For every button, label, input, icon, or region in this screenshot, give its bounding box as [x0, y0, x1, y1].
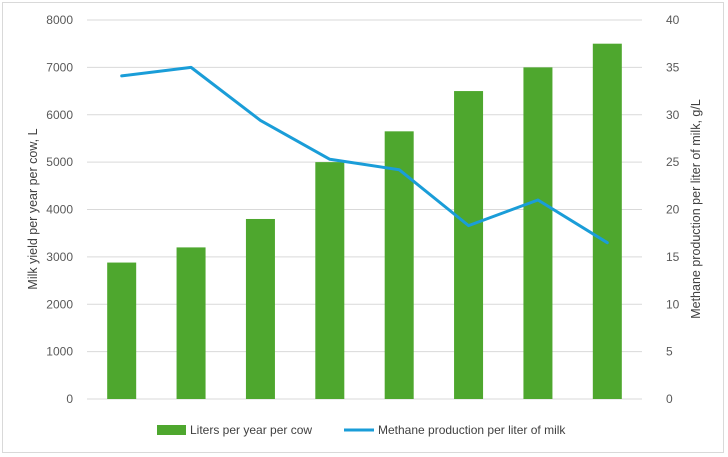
bar-series-milk-yield: [107, 43, 622, 400]
right-tick-label: 20: [666, 203, 680, 217]
left-tick-label: 2000: [46, 297, 73, 311]
right-tick-label: 40: [666, 13, 680, 27]
right-tick-label: 35: [666, 60, 680, 74]
right-tick-label: 0: [666, 392, 673, 406]
left-tick-label: 6000: [46, 108, 73, 122]
left-tick-label: 5000: [46, 155, 73, 169]
methane-line: [120, 65, 609, 245]
bar: [454, 91, 484, 399]
left-tick-label: 4000: [46, 203, 73, 217]
right-tick-label: 25: [666, 155, 680, 169]
right-tick-label: 15: [666, 250, 680, 264]
right-tick-label: 30: [666, 108, 680, 122]
legend-bar-swatch: [157, 425, 186, 435]
left-tick-label: 0: [66, 392, 73, 406]
line-series-methane: [120, 65, 609, 245]
left-tick-label: 7000: [46, 60, 73, 74]
bar: [176, 247, 206, 399]
left-tick-label: 3000: [46, 250, 73, 264]
bar: [107, 262, 137, 399]
gridlines: [87, 19, 642, 400]
left-tick-label: 1000: [46, 345, 73, 359]
left-tick-label: 8000: [46, 13, 73, 27]
bar: [245, 218, 275, 399]
right-axis-ticks: 0 5 10 15 20 25 30 35 40: [666, 13, 680, 406]
legend-line-label: Methane production per liter of milk: [378, 423, 566, 437]
left-axis-title: Milk yield per year per cow, L: [26, 128, 40, 289]
left-axis-ticks: 0 1000 2000 3000 4000 5000 6000 7000 8000: [46, 13, 73, 406]
legend-bar-label: Liters per year per cow: [190, 423, 312, 437]
right-tick-label: 5: [666, 345, 673, 359]
legend: Liters per year per cow Methane producti…: [157, 423, 566, 437]
bar: [523, 67, 553, 399]
right-tick-label: 10: [666, 297, 680, 311]
bar: [315, 162, 345, 399]
bar: [592, 43, 622, 399]
right-axis-title: Methane production per liter of milk, g/…: [689, 99, 703, 319]
